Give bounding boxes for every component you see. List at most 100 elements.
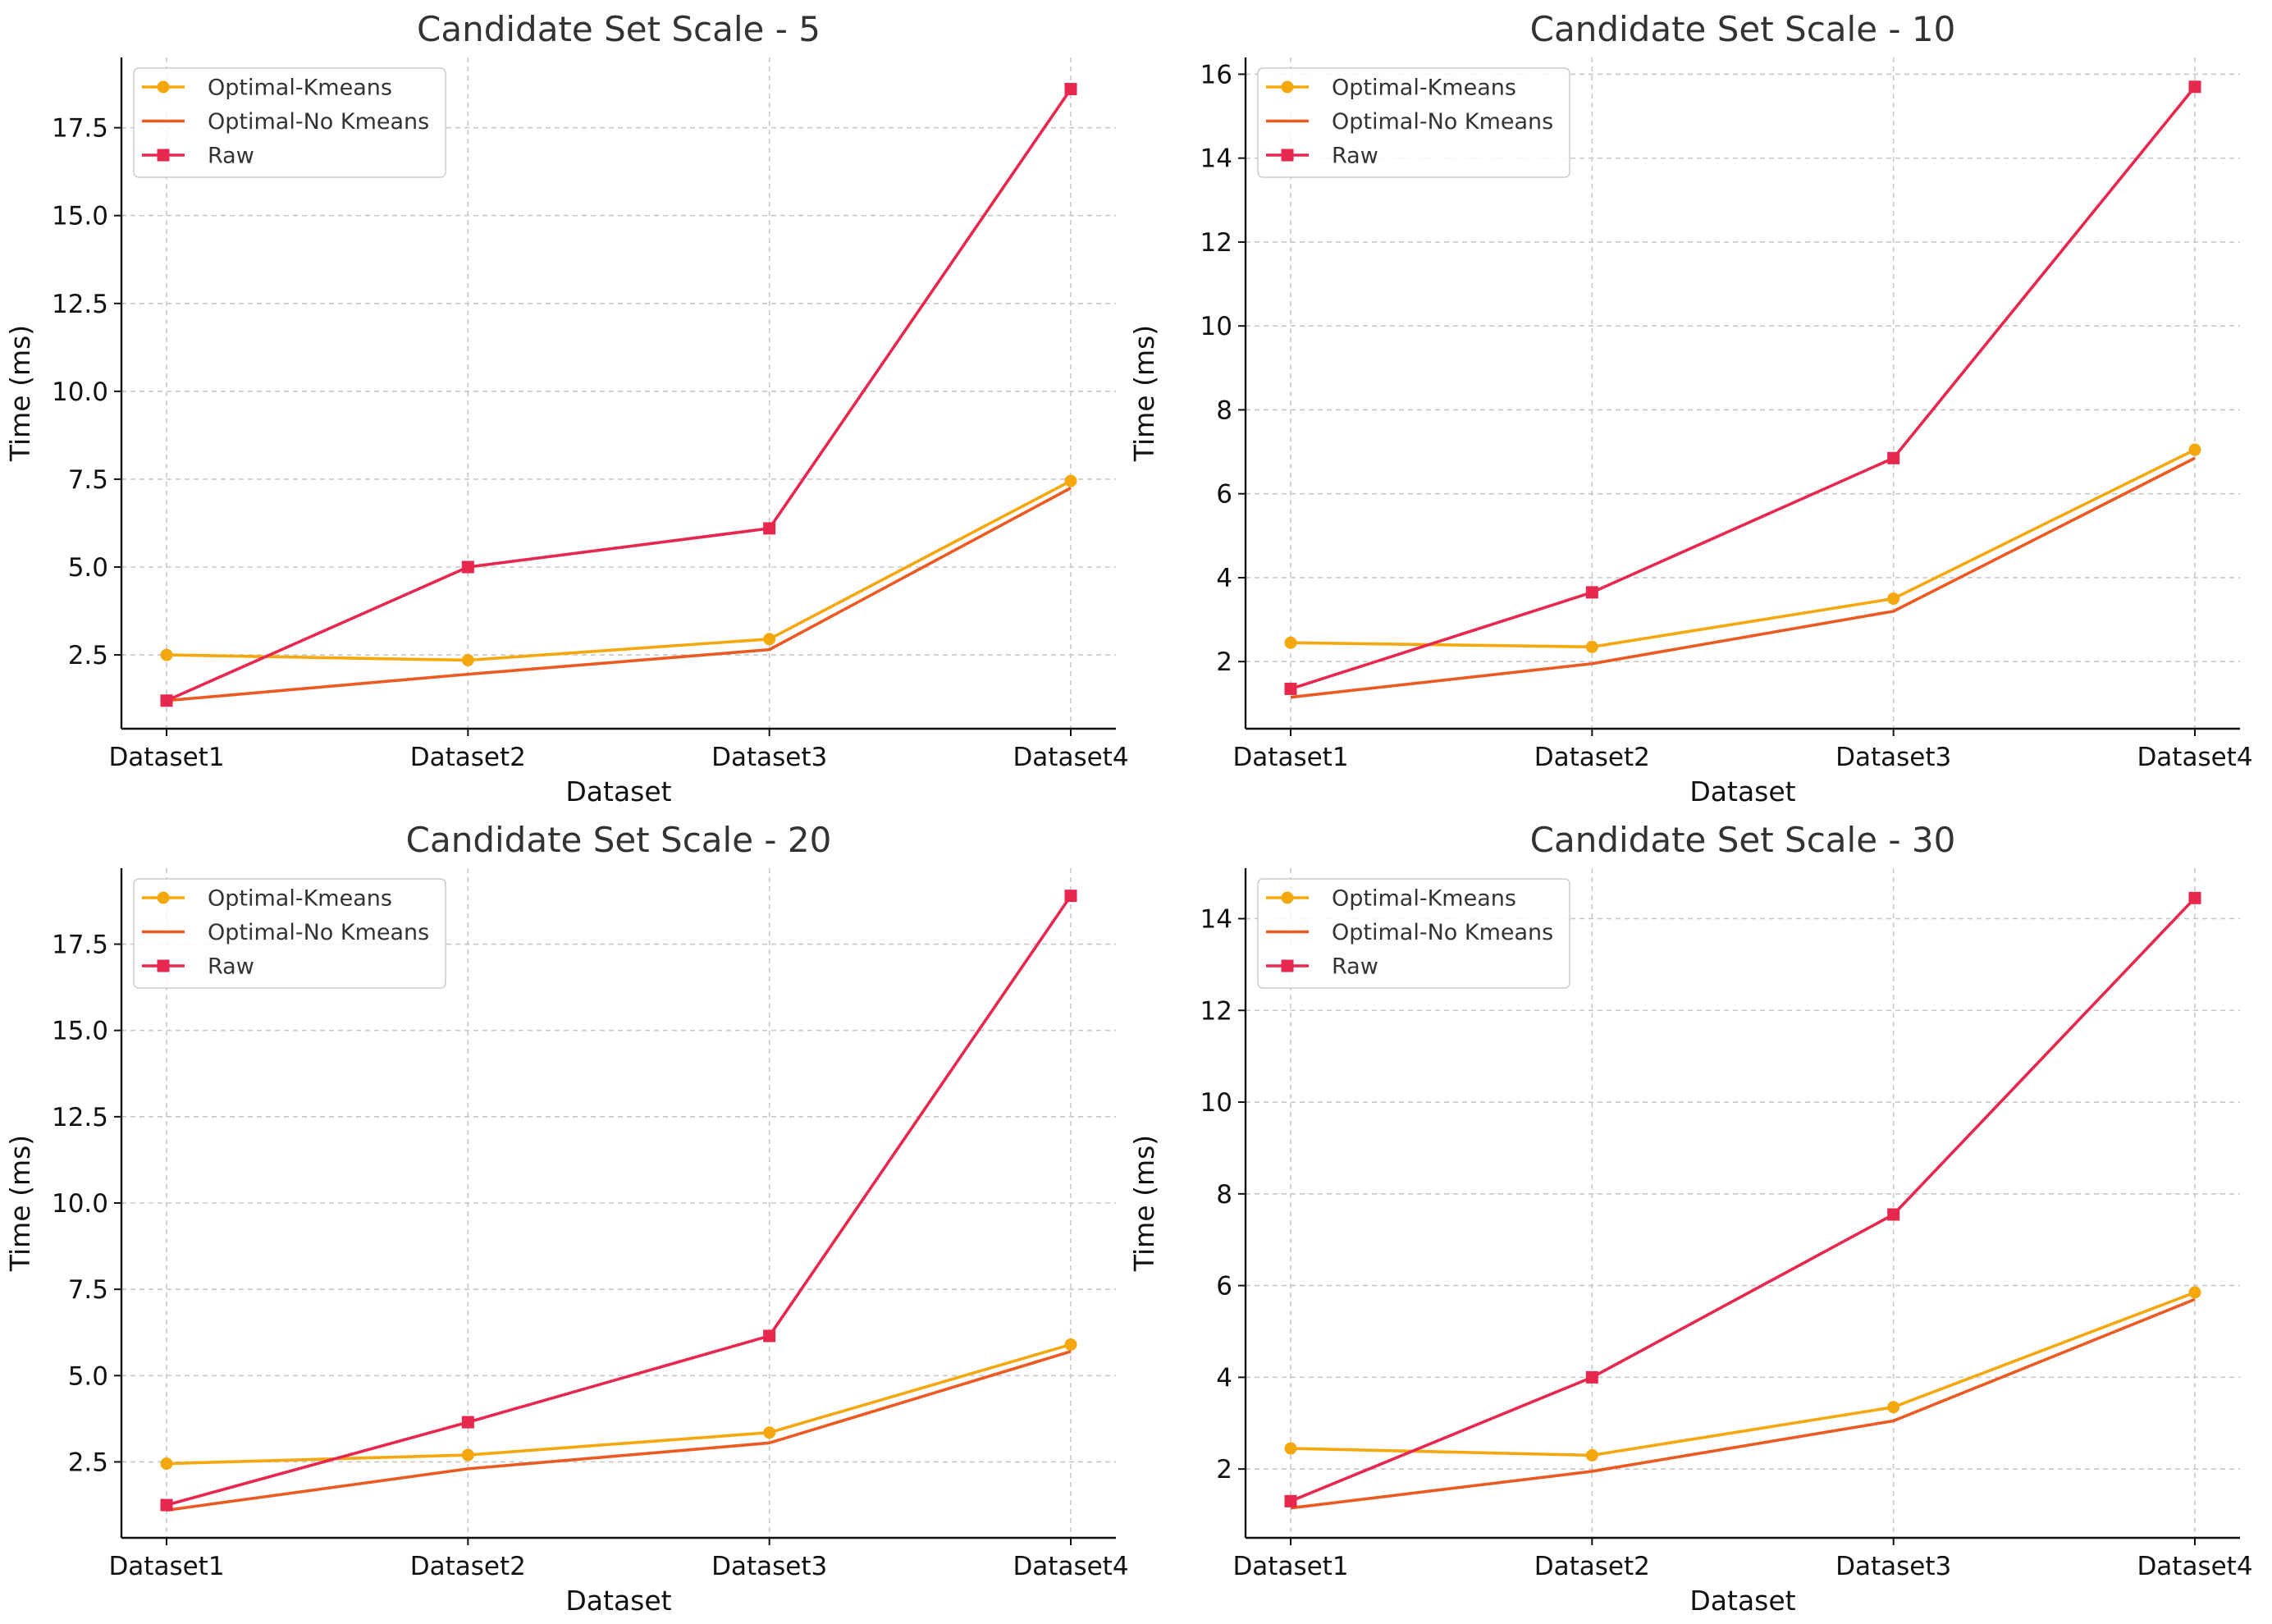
- legend-item: Optimal-Kmeans: [142, 886, 392, 912]
- y-tick-label: 10.0: [52, 377, 108, 407]
- series-line: [166, 487, 1072, 702]
- legend-label: Optimal-No Kmeans: [1332, 920, 1553, 945]
- series-raw: [160, 890, 1077, 1512]
- legend-item: Raw: [1266, 144, 1378, 169]
- x-tick-label: Dataset3: [1835, 1552, 1951, 1581]
- series-optimal-kmeans: [1284, 443, 2201, 653]
- y-tick-label: 16: [1200, 60, 1232, 89]
- x-axis-label: Dataset: [565, 1585, 671, 1617]
- series-optimal-no-kmeans: [1290, 456, 2196, 699]
- x-tick-label: Dataset3: [711, 1552, 827, 1581]
- legend: Optimal-Kmeans Optimal-No Kmeans Raw: [133, 878, 446, 989]
- chart-panel-2: 2 4 6 8 10 12 14 16 Dataset1 Dataset2 Dataset3 Data…: [1128, 9, 2253, 807]
- series-line: [166, 894, 1072, 1507]
- series-raw: [160, 83, 1077, 707]
- y-tick-label: 12.5: [52, 290, 108, 319]
- series-line: [1290, 456, 2196, 699]
- y-tick-label: 8: [1216, 1180, 1232, 1210]
- y-tick-label: 5.0: [68, 1361, 108, 1391]
- data-point-square: [1284, 1494, 1297, 1507]
- y-tick-label: 17.5: [52, 114, 108, 144]
- data-point-circle: [1585, 1448, 1598, 1462]
- data-point-circle: [2188, 1286, 2201, 1299]
- y-tick-label: 15.0: [52, 202, 108, 231]
- legend-item: Optimal-Kmeans: [142, 75, 392, 101]
- legend: Optimal-Kmeans Optimal-No Kmeans Raw: [133, 67, 446, 178]
- data-point-circle: [1064, 1338, 1077, 1351]
- legend-label: Optimal-Kmeans: [208, 886, 392, 912]
- x-axis-label: Dataset: [1689, 775, 1795, 807]
- data-point-circle: [1887, 592, 1900, 606]
- x-tick-label: Dataset4: [2137, 743, 2252, 772]
- legend-label: Optimal-No Kmeans: [208, 109, 429, 135]
- data-point-square: [2188, 80, 2201, 94]
- x-axis-label: Dataset: [565, 775, 671, 807]
- legend-marker-circle: [157, 80, 170, 94]
- data-point-circle: [461, 653, 474, 666]
- y-tick-label: 5.0: [68, 553, 108, 583]
- data-point-square: [461, 1416, 474, 1429]
- chart-title: Candidate Set Scale - 20: [406, 820, 832, 860]
- y-tick-label: 6: [1216, 1272, 1232, 1301]
- legend-label: Raw: [208, 144, 254, 169]
- y-tick-label: 12: [1200, 228, 1232, 258]
- legend-label: Raw: [1332, 954, 1378, 980]
- series-optimal-no-kmeans: [1290, 1297, 2196, 1510]
- series-raw: [1284, 891, 2201, 1507]
- x-tick-label: Dataset1: [1232, 1552, 1348, 1581]
- y-tick-label: 4: [1216, 1363, 1232, 1393]
- chart-panel-3: 2.5 5.0 7.5 10.0 12.5 15.0 17.5 Dataset1 Dataset…: [4, 820, 1129, 1617]
- data-point-square: [160, 694, 173, 707]
- y-tick-label: 2: [1216, 1455, 1232, 1484]
- legend-label: Optimal-Kmeans: [1332, 886, 1516, 912]
- data-point-square: [1887, 451, 1900, 464]
- data-point-circle: [160, 648, 173, 661]
- y-axis-label: Time (ms): [1128, 1135, 1160, 1272]
- series-raw: [1284, 80, 2201, 695]
- legend: Optimal-Kmeans Optimal-No Kmeans Raw: [1257, 878, 1570, 989]
- y-tick-label: 8: [1216, 396, 1232, 425]
- y-tick-label: 7.5: [68, 1275, 108, 1305]
- x-tick-label: Dataset1: [1232, 743, 1348, 772]
- y-tick-label: 17.5: [52, 931, 108, 960]
- x-tick-label: Dataset3: [711, 743, 827, 772]
- legend-label: Optimal-Kmeans: [208, 75, 392, 101]
- legend-marker-circle: [1281, 80, 1294, 94]
- data-point-circle: [160, 1457, 173, 1471]
- legend-label: Raw: [1332, 144, 1378, 169]
- chart-title: Candidate Set Scale - 30: [1530, 820, 1956, 860]
- series-optimal-kmeans: [160, 1338, 1077, 1471]
- data-point-circle: [2188, 443, 2201, 456]
- data-point-square: [2188, 891, 2201, 904]
- x-axis-label: Dataset: [1689, 1585, 1795, 1617]
- data-point-square: [763, 1329, 776, 1343]
- legend-box: [133, 878, 446, 989]
- legend-box: [133, 67, 446, 178]
- data-point-circle: [1585, 640, 1598, 653]
- y-tick-label: 14: [1200, 904, 1232, 934]
- legend-item: Optimal-No Kmeans: [1266, 109, 1553, 135]
- legend-box: [1257, 878, 1570, 989]
- x-tick-label: Dataset1: [108, 1552, 224, 1581]
- series-optimal-no-kmeans: [166, 487, 1072, 702]
- series-line: [1290, 897, 2197, 1503]
- chart-title: Candidate Set Scale - 5: [417, 9, 821, 49]
- series-optimal-no-kmeans: [166, 1350, 1072, 1512]
- y-tick-label: 2.5: [68, 641, 108, 670]
- y-tick-label: 14: [1200, 144, 1232, 174]
- series-line: [166, 479, 1072, 662]
- data-point-square: [1064, 890, 1077, 903]
- legend-item: Raw: [142, 144, 254, 169]
- data-point-circle: [763, 633, 776, 646]
- legend-label: Raw: [208, 954, 254, 980]
- legend-item: Optimal-Kmeans: [1266, 75, 1516, 101]
- x-tick-label: Dataset3: [1835, 743, 1951, 772]
- y-tick-label: 2.5: [68, 1448, 108, 1477]
- legend-marker-square: [1281, 149, 1294, 162]
- grid-lines: [121, 57, 1116, 729]
- legend-marker-square: [157, 959, 170, 972]
- legend: Optimal-Kmeans Optimal-No Kmeans Raw: [1257, 67, 1570, 178]
- y-tick-label: 15.0: [52, 1017, 108, 1046]
- series-line: [1290, 85, 2197, 691]
